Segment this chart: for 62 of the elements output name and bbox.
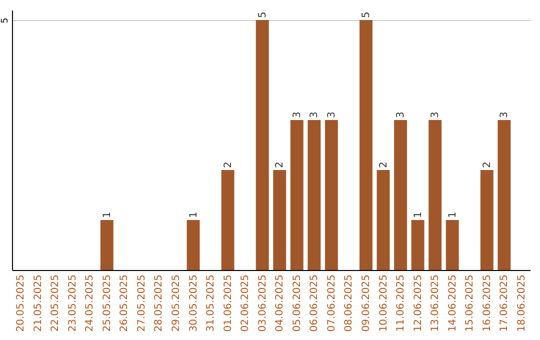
x-tick-label: 18.06.2025	[516, 274, 528, 332]
bar	[221, 170, 234, 270]
bar	[273, 170, 286, 270]
data-label: 3	[309, 112, 320, 118]
x-tick-label: 25.05.2025	[102, 274, 113, 332]
x-tick-label: 17.06.2025	[499, 274, 510, 332]
x-tick-label: 21.05.2025	[32, 274, 44, 332]
data-label: 3	[396, 112, 407, 118]
x-tick-label: 31.05.2025	[206, 274, 217, 332]
x-tick-label: 24.05.2025	[84, 274, 96, 332]
data-label: 2	[378, 162, 390, 168]
bar	[498, 120, 511, 270]
data-label: 1	[188, 212, 200, 218]
x-tick-label: 28.05.2025	[154, 274, 165, 332]
data-label: 3	[430, 112, 442, 118]
x-tick-label: 06.06.2025	[309, 274, 320, 332]
x-tick-label: 07.06.2025	[326, 274, 338, 332]
bar	[308, 120, 321, 270]
x-tick-label: 11.06.2025	[396, 274, 407, 332]
bar	[480, 170, 494, 270]
x-tick-label: 13.06.2025	[430, 274, 442, 332]
x-tick-label: 02.06.2025	[240, 274, 252, 332]
x-tick-label: 12.06.2025	[412, 274, 424, 332]
data-label: 1	[102, 212, 113, 218]
x-tick-label: 05.06.2025	[292, 274, 303, 332]
bar	[446, 220, 459, 270]
x-tick-label: 22.05.2025	[50, 274, 62, 332]
bar	[376, 170, 390, 270]
bar	[186, 220, 200, 270]
x-tick-label: 27.05.2025	[136, 274, 148, 332]
data-label: 3	[292, 112, 303, 118]
bar	[290, 120, 304, 270]
x-tick-label: 16.06.2025	[482, 274, 493, 332]
x-tick-label: 14.06.2025	[447, 274, 458, 332]
data-label: 5	[257, 12, 268, 18]
x-tick-label: 20.05.2025	[16, 274, 27, 332]
bar	[360, 20, 372, 270]
data-label: 3	[499, 112, 510, 118]
x-tick-label: 01.06.2025	[222, 274, 234, 332]
data-label: 3	[326, 112, 338, 118]
data-label: 5	[361, 12, 372, 18]
x-tick-label: 15.06.2025	[464, 274, 476, 332]
bar	[411, 220, 424, 270]
bar	[256, 20, 269, 270]
x-tick-label: 26.05.2025	[119, 274, 130, 332]
x-tick-label: 08.06.2025	[344, 274, 355, 332]
x-tick-label: 29.05.2025	[171, 274, 182, 332]
x-tick-label: 30.05.2025	[188, 274, 200, 332]
x-tick-label: 10.06.2025	[378, 274, 390, 332]
bar	[324, 120, 338, 270]
data-label: 1	[447, 212, 458, 218]
x-tick-label: 04.06.2025	[274, 274, 286, 332]
bar	[394, 120, 408, 270]
data-label: 2	[222, 162, 234, 168]
bar	[428, 120, 442, 270]
data-label: 2	[274, 162, 286, 168]
x-tick-label: 23.05.2025	[67, 274, 78, 332]
data-label: 2	[482, 162, 493, 168]
x-tick-label: 09.06.2025	[361, 274, 372, 332]
bar	[100, 220, 114, 270]
data-label: 1	[412, 212, 424, 218]
x-tick-label: 03.06.2025	[257, 274, 268, 332]
